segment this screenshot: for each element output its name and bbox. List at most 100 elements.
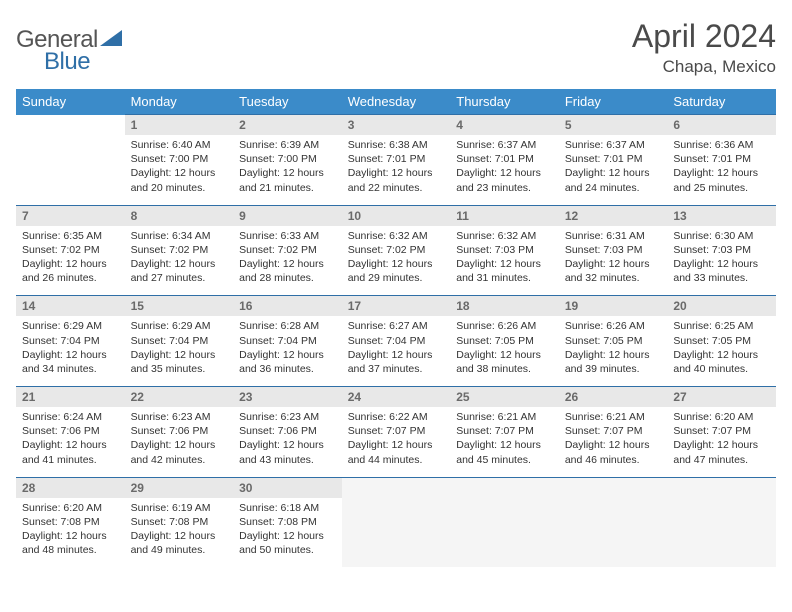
- calendar-day-cell: [667, 477, 776, 567]
- title-block: April 2024 Chapa, Mexico: [632, 18, 776, 77]
- location: Chapa, Mexico: [632, 57, 776, 77]
- day-number: 19: [559, 296, 668, 316]
- calendar-day-cell: 28Sunrise: 6:20 AMSunset: 7:08 PMDayligh…: [16, 477, 125, 567]
- day-number: 14: [16, 296, 125, 316]
- day-number: 3: [342, 115, 451, 135]
- calendar-day-cell: 22Sunrise: 6:23 AMSunset: 7:06 PMDayligh…: [125, 387, 234, 478]
- calendar-day-cell: 21Sunrise: 6:24 AMSunset: 7:06 PMDayligh…: [16, 387, 125, 478]
- day-details: Sunrise: 6:29 AMSunset: 7:04 PMDaylight:…: [16, 316, 125, 386]
- day-number: 20: [667, 296, 776, 316]
- day-details: Sunrise: 6:40 AMSunset: 7:00 PMDaylight:…: [125, 135, 234, 205]
- calendar-day-cell: [450, 477, 559, 567]
- calendar-day-cell: 11Sunrise: 6:32 AMSunset: 7:03 PMDayligh…: [450, 205, 559, 296]
- day-number: 1: [125, 115, 234, 135]
- calendar-day-cell: 23Sunrise: 6:23 AMSunset: 7:06 PMDayligh…: [233, 387, 342, 478]
- day-number: 10: [342, 206, 451, 226]
- day-number: 16: [233, 296, 342, 316]
- calendar-day-cell: 10Sunrise: 6:32 AMSunset: 7:02 PMDayligh…: [342, 205, 451, 296]
- calendar-day-cell: 4Sunrise: 6:37 AMSunset: 7:01 PMDaylight…: [450, 115, 559, 206]
- day-details: Sunrise: 6:29 AMSunset: 7:04 PMDaylight:…: [125, 316, 234, 386]
- calendar-day-cell: 25Sunrise: 6:21 AMSunset: 7:07 PMDayligh…: [450, 387, 559, 478]
- day-details: Sunrise: 6:32 AMSunset: 7:02 PMDaylight:…: [342, 226, 451, 296]
- calendar-week-row: 7Sunrise: 6:35 AMSunset: 7:02 PMDaylight…: [16, 205, 776, 296]
- calendar-day-cell: 5Sunrise: 6:37 AMSunset: 7:01 PMDaylight…: [559, 115, 668, 206]
- day-details: Sunrise: 6:30 AMSunset: 7:03 PMDaylight:…: [667, 226, 776, 296]
- day-details: Sunrise: 6:23 AMSunset: 7:06 PMDaylight:…: [125, 407, 234, 477]
- calendar-week-row: 28Sunrise: 6:20 AMSunset: 7:08 PMDayligh…: [16, 477, 776, 567]
- day-details: Sunrise: 6:24 AMSunset: 7:06 PMDaylight:…: [16, 407, 125, 477]
- logo-text-blue: Blue: [44, 48, 90, 75]
- day-details: Sunrise: 6:36 AMSunset: 7:01 PMDaylight:…: [667, 135, 776, 205]
- day-number: 22: [125, 387, 234, 407]
- day-details: Sunrise: 6:20 AMSunset: 7:08 PMDaylight:…: [16, 498, 125, 568]
- header: General April 2024 Chapa, Mexico: [16, 18, 776, 77]
- day-details: Sunrise: 6:34 AMSunset: 7:02 PMDaylight:…: [125, 226, 234, 296]
- day-details: Sunrise: 6:31 AMSunset: 7:03 PMDaylight:…: [559, 226, 668, 296]
- calendar-day-cell: [342, 477, 451, 567]
- calendar-day-cell: 24Sunrise: 6:22 AMSunset: 7:07 PMDayligh…: [342, 387, 451, 478]
- calendar-day-cell: 2Sunrise: 6:39 AMSunset: 7:00 PMDaylight…: [233, 115, 342, 206]
- calendar-day-cell: 6Sunrise: 6:36 AMSunset: 7:01 PMDaylight…: [667, 115, 776, 206]
- calendar-day-cell: 26Sunrise: 6:21 AMSunset: 7:07 PMDayligh…: [559, 387, 668, 478]
- day-number: 2: [233, 115, 342, 135]
- weekday-header: Friday: [559, 89, 668, 115]
- day-details: Sunrise: 6:26 AMSunset: 7:05 PMDaylight:…: [559, 316, 668, 386]
- day-number: 25: [450, 387, 559, 407]
- calendar-day-cell: [559, 477, 668, 567]
- day-details: Sunrise: 6:32 AMSunset: 7:03 PMDaylight:…: [450, 226, 559, 296]
- calendar-week-row: 21Sunrise: 6:24 AMSunset: 7:06 PMDayligh…: [16, 387, 776, 478]
- calendar-week-row: 1Sunrise: 6:40 AMSunset: 7:00 PMDaylight…: [16, 115, 776, 206]
- day-details: Sunrise: 6:26 AMSunset: 7:05 PMDaylight:…: [450, 316, 559, 386]
- calendar-day-cell: 14Sunrise: 6:29 AMSunset: 7:04 PMDayligh…: [16, 296, 125, 387]
- day-details: Sunrise: 6:20 AMSunset: 7:07 PMDaylight:…: [667, 407, 776, 477]
- calendar-day-cell: 12Sunrise: 6:31 AMSunset: 7:03 PMDayligh…: [559, 205, 668, 296]
- day-number: 8: [125, 206, 234, 226]
- day-number: 9: [233, 206, 342, 226]
- day-details: Sunrise: 6:35 AMSunset: 7:02 PMDaylight:…: [16, 226, 125, 296]
- weekday-header-row: SundayMondayTuesdayWednesdayThursdayFrid…: [16, 89, 776, 115]
- logo-sub: Blue: [44, 48, 90, 76]
- calendar-day-cell: 17Sunrise: 6:27 AMSunset: 7:04 PMDayligh…: [342, 296, 451, 387]
- weekday-header: Wednesday: [342, 89, 451, 115]
- day-number: 27: [667, 387, 776, 407]
- calendar-day-cell: 13Sunrise: 6:30 AMSunset: 7:03 PMDayligh…: [667, 205, 776, 296]
- day-number: 13: [667, 206, 776, 226]
- day-number: 30: [233, 478, 342, 498]
- day-number: 17: [342, 296, 451, 316]
- month-title: April 2024: [632, 18, 776, 55]
- calendar-day-cell: 9Sunrise: 6:33 AMSunset: 7:02 PMDaylight…: [233, 205, 342, 296]
- weekday-header: Monday: [125, 89, 234, 115]
- calendar-day-cell: 20Sunrise: 6:25 AMSunset: 7:05 PMDayligh…: [667, 296, 776, 387]
- calendar-day-cell: 29Sunrise: 6:19 AMSunset: 7:08 PMDayligh…: [125, 477, 234, 567]
- calendar-day-cell: 1Sunrise: 6:40 AMSunset: 7:00 PMDaylight…: [125, 115, 234, 206]
- day-details: Sunrise: 6:27 AMSunset: 7:04 PMDaylight:…: [342, 316, 451, 386]
- day-details: Sunrise: 6:18 AMSunset: 7:08 PMDaylight:…: [233, 498, 342, 568]
- calendar-day-cell: 30Sunrise: 6:18 AMSunset: 7:08 PMDayligh…: [233, 477, 342, 567]
- day-number: 28: [16, 478, 125, 498]
- calendar-day-cell: 27Sunrise: 6:20 AMSunset: 7:07 PMDayligh…: [667, 387, 776, 478]
- day-details: Sunrise: 6:25 AMSunset: 7:05 PMDaylight:…: [667, 316, 776, 386]
- weekday-header: Saturday: [667, 89, 776, 115]
- day-details: Sunrise: 6:39 AMSunset: 7:00 PMDaylight:…: [233, 135, 342, 205]
- day-number: 21: [16, 387, 125, 407]
- day-details: Sunrise: 6:19 AMSunset: 7:08 PMDaylight:…: [125, 498, 234, 568]
- day-number: 6: [667, 115, 776, 135]
- day-number: 18: [450, 296, 559, 316]
- calendar-day-cell: 8Sunrise: 6:34 AMSunset: 7:02 PMDaylight…: [125, 205, 234, 296]
- day-number: 15: [125, 296, 234, 316]
- weekday-header: Thursday: [450, 89, 559, 115]
- weekday-header: Sunday: [16, 89, 125, 115]
- day-number: 23: [233, 387, 342, 407]
- day-number: 5: [559, 115, 668, 135]
- calendar-week-row: 14Sunrise: 6:29 AMSunset: 7:04 PMDayligh…: [16, 296, 776, 387]
- day-details: Sunrise: 6:38 AMSunset: 7:01 PMDaylight:…: [342, 135, 451, 205]
- day-details: Sunrise: 6:37 AMSunset: 7:01 PMDaylight:…: [559, 135, 668, 205]
- calendar-day-cell: 19Sunrise: 6:26 AMSunset: 7:05 PMDayligh…: [559, 296, 668, 387]
- day-number: 12: [559, 206, 668, 226]
- calendar-body: 1Sunrise: 6:40 AMSunset: 7:00 PMDaylight…: [16, 115, 776, 568]
- day-details: Sunrise: 6:37 AMSunset: 7:01 PMDaylight:…: [450, 135, 559, 205]
- calendar-day-cell: 7Sunrise: 6:35 AMSunset: 7:02 PMDaylight…: [16, 205, 125, 296]
- day-number: 26: [559, 387, 668, 407]
- day-details: Sunrise: 6:21 AMSunset: 7:07 PMDaylight:…: [450, 407, 559, 477]
- day-details: Sunrise: 6:22 AMSunset: 7:07 PMDaylight:…: [342, 407, 451, 477]
